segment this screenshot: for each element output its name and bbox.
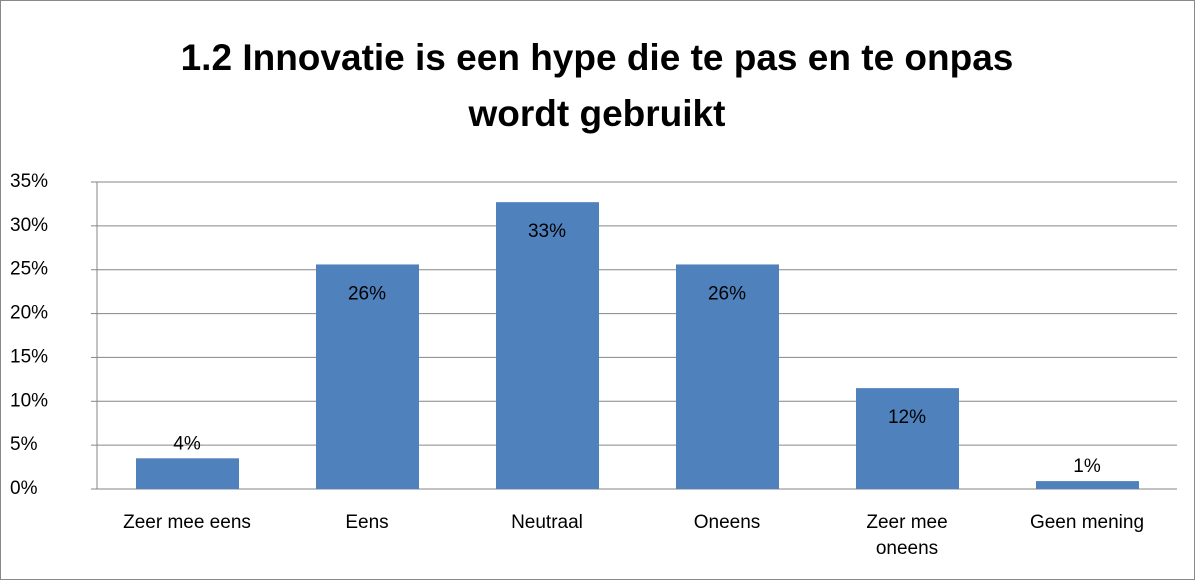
data-label: 26%: [708, 283, 746, 304]
chart-title: 1.2 Innovatie is een hype die te pas en …: [180, 37, 1014, 134]
x-tick-label: Geen mening: [1029, 512, 1145, 533]
bar: [136, 458, 239, 489]
y-tick-label: 20%: [10, 303, 48, 324]
data-label: 33%: [528, 221, 566, 242]
data-label: 26%: [348, 283, 386, 304]
x-tick-label: Zeer mee eens: [123, 512, 251, 533]
x-tick-label: Zeer mee oneens: [866, 512, 948, 559]
bar: [496, 202, 599, 489]
y-tick-label: 5%: [10, 434, 38, 455]
x-tick-label: Neutraal: [511, 512, 583, 533]
y-tick-label: 10%: [10, 390, 48, 411]
y-tick-label: 30%: [10, 215, 48, 236]
x-tick-label: Eens: [345, 512, 389, 533]
bar: [676, 264, 779, 489]
y-tick-label: 15%: [10, 346, 48, 367]
bar: [316, 264, 419, 489]
bar: [856, 388, 959, 489]
data-label: 4%: [173, 433, 201, 454]
bar: [1036, 481, 1139, 489]
y-tick-label: 35%: [10, 171, 48, 192]
y-tick-label: 25%: [10, 259, 48, 280]
data-label: 12%: [888, 407, 926, 428]
y-tick-label: 0%: [10, 478, 38, 499]
data-label: 1%: [1073, 456, 1101, 477]
x-tick-label: Oneens: [693, 512, 761, 533]
